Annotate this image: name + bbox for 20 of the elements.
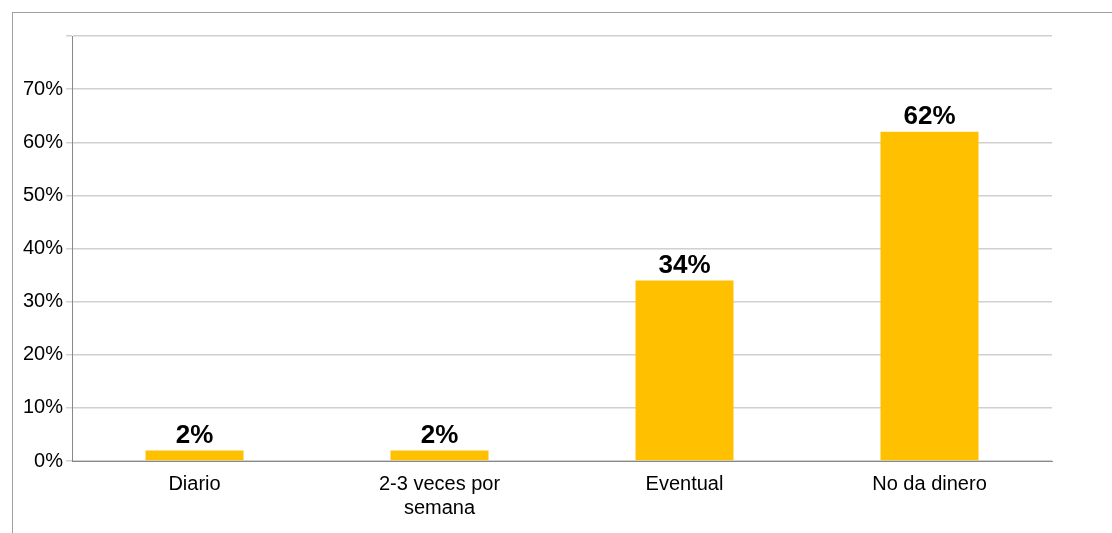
y-tick-label: 40% xyxy=(23,236,64,259)
data-label: 2% xyxy=(420,418,459,449)
x-tick-label: Diario xyxy=(168,471,221,494)
y-tick-label: 20% xyxy=(23,342,64,365)
y-tick-label: 50% xyxy=(23,182,64,205)
x-tick-label: Eventual xyxy=(645,471,724,494)
y-tick-label: 10% xyxy=(23,395,64,418)
data-label: 62% xyxy=(903,99,956,130)
data-label: 2% xyxy=(175,418,214,449)
x-tick-label: No da dinero xyxy=(872,471,987,494)
bar xyxy=(145,450,244,461)
bar xyxy=(635,280,734,461)
y-tick-label: 70% xyxy=(23,76,64,99)
y-tick-label: 60% xyxy=(23,129,64,152)
bar xyxy=(880,131,979,461)
y-tick-label: 0% xyxy=(34,448,64,471)
y-tick-label: 30% xyxy=(23,289,64,312)
x-tick-label: 2-3 veces por semana xyxy=(378,471,501,518)
bar xyxy=(390,450,489,461)
data-label: 34% xyxy=(658,248,711,279)
